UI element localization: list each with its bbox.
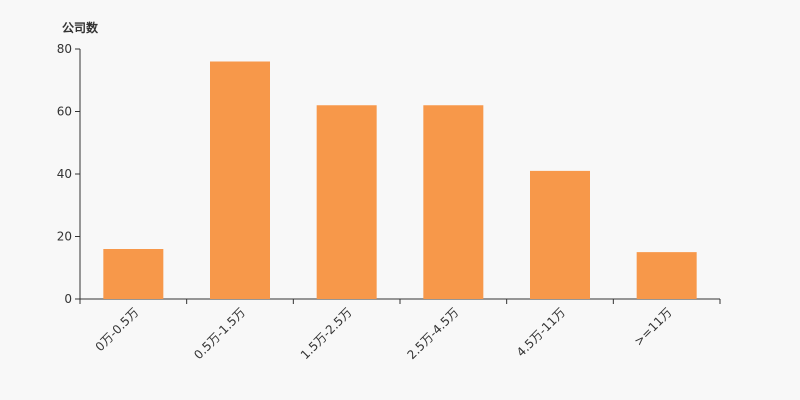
bar	[316, 105, 377, 299]
y-tick-label: 40	[57, 167, 72, 181]
x-tick-label: 0.5万-1.5万	[191, 305, 248, 362]
x-tick-label: 2.5万-4.5万	[405, 305, 462, 362]
x-tick-label: 4.5万-11万	[514, 305, 568, 359]
y-tick-label: 60	[57, 105, 72, 119]
bar	[530, 170, 590, 299]
bar	[103, 249, 164, 299]
x-tick-label: 0万-0.5万	[93, 305, 142, 354]
x-axis: 0万-0.5万 0.5万-1.5万 1.5万-2.5万 2.5万-4.5万 4.5万-1…	[79, 298, 721, 362]
bar	[210, 61, 270, 299]
bar	[423, 105, 484, 299]
y-tick-label: 0	[64, 292, 72, 306]
y-tick-label: 20	[57, 230, 72, 244]
x-tick-label: 1.5万-2.5万	[298, 305, 355, 362]
y-axis: 0 20 40 60 80	[57, 42, 81, 306]
y-tick-label: 80	[57, 42, 72, 56]
bar	[636, 252, 697, 299]
x-tick-label: >=11万	[631, 305, 674, 348]
bars	[103, 61, 697, 299]
y-axis-label: 公司数	[62, 20, 99, 35]
